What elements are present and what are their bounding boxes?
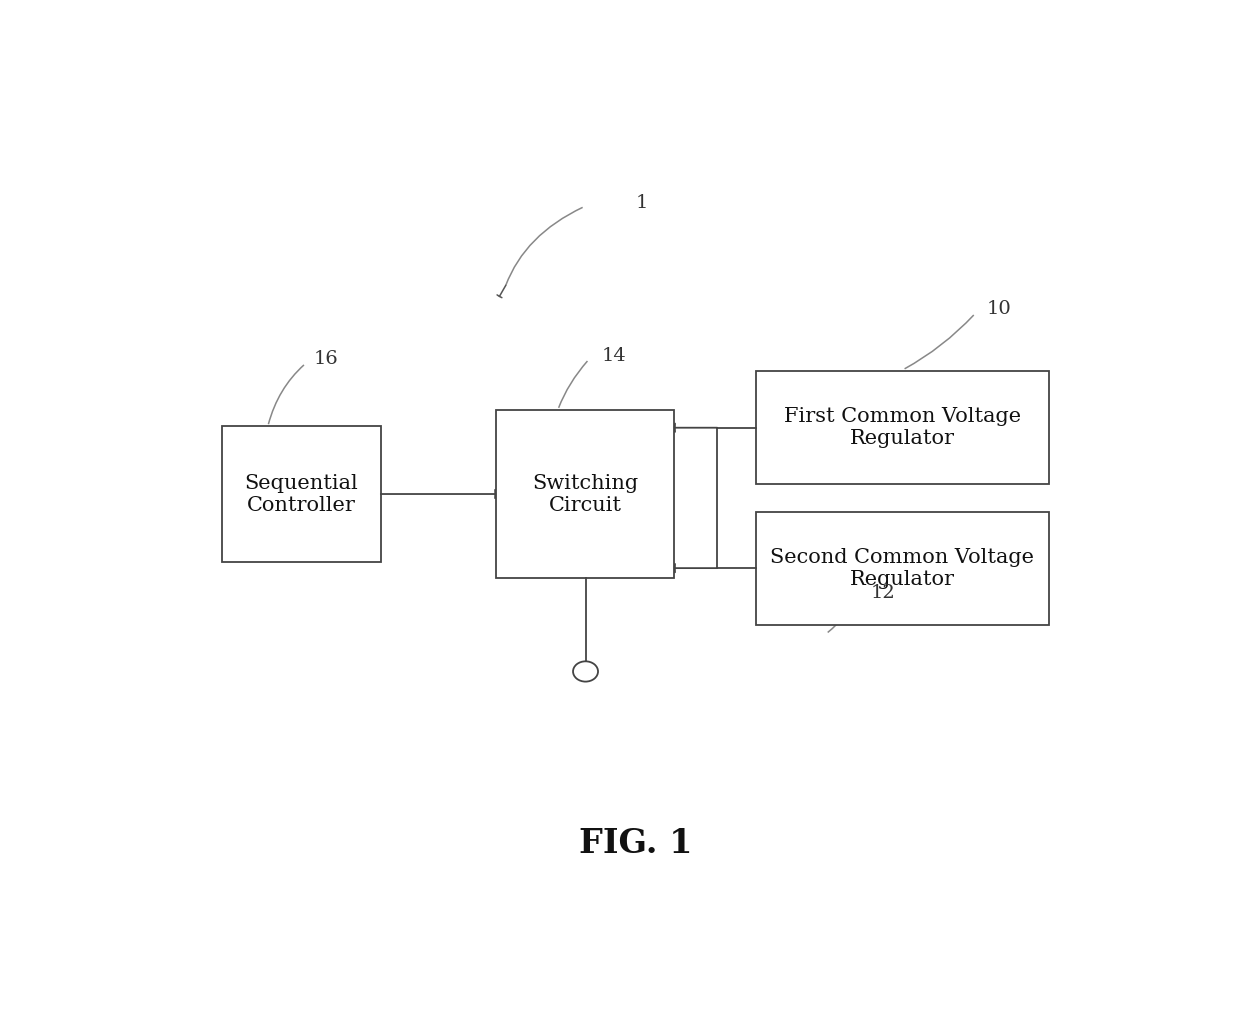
Text: 16: 16 xyxy=(314,350,339,369)
FancyBboxPatch shape xyxy=(222,425,381,562)
Text: Second Common Voltage
Regulator: Second Common Voltage Regulator xyxy=(770,548,1034,589)
FancyBboxPatch shape xyxy=(496,410,675,577)
Text: 1: 1 xyxy=(635,194,647,213)
FancyBboxPatch shape xyxy=(755,371,1049,484)
Text: FIG. 1: FIG. 1 xyxy=(579,827,692,860)
FancyBboxPatch shape xyxy=(755,512,1049,625)
Text: Sequential
Controller: Sequential Controller xyxy=(244,473,358,515)
Text: 10: 10 xyxy=(986,300,1011,318)
Text: Switching
Circuit: Switching Circuit xyxy=(532,473,639,515)
Text: 14: 14 xyxy=(601,346,626,365)
Text: 12: 12 xyxy=(870,585,895,603)
Text: First Common Voltage
Regulator: First Common Voltage Regulator xyxy=(784,407,1021,448)
